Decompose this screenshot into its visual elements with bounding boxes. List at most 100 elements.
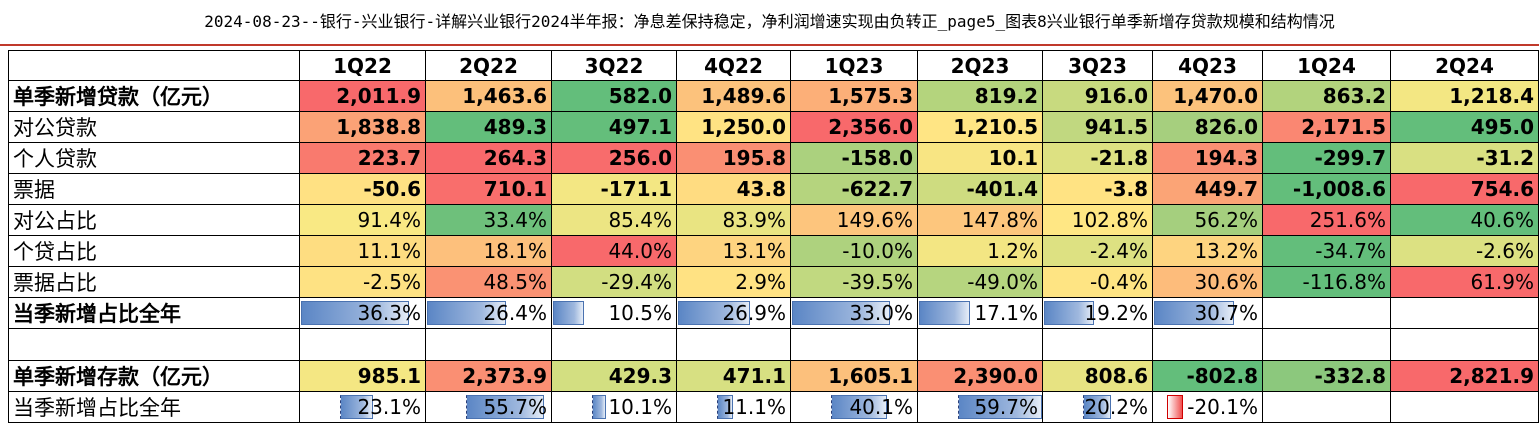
table-cell — [1390, 297, 1539, 329]
table-cell: 30.7% — [1152, 297, 1263, 329]
table-cell: 2,390.0 — [917, 360, 1043, 392]
table-cell: 33.4% — [425, 204, 552, 236]
table-cell — [676, 328, 791, 361]
table-cell: 30.6% — [1152, 266, 1263, 298]
table-cell: -171.1 — [551, 173, 677, 205]
table-cell — [1152, 328, 1263, 361]
table-cell: -3.8 — [1042, 173, 1153, 205]
table-row: 单季新增存款（亿元） 985.1 2,373.9 429.3 471.1 1,605.1 2… — [8, 360, 1539, 392]
header-cell-2q24: 2Q24 — [1390, 50, 1539, 81]
data-bar — [919, 301, 970, 325]
table-cell — [1390, 328, 1539, 361]
table-cell: -2.6% — [1390, 235, 1539, 267]
table-cell — [1262, 328, 1391, 361]
table-cell: 55.7% — [425, 391, 552, 423]
data-bar — [792, 301, 891, 325]
table-cell: 1,218.4 — [1390, 80, 1539, 112]
row-label: 单季新增贷款（亿元） — [8, 80, 300, 112]
table-cell: 10.1% — [551, 391, 677, 423]
row-label: 当季新增占比全年 — [8, 391, 300, 423]
data-bar — [553, 301, 584, 325]
table-cell: 102.8% — [1042, 204, 1153, 236]
page-title: 2024-08-23--银行-兴业银行-详解兴业银行2024半年报：净息差保持稳… — [204, 12, 1335, 31]
cell-value: 10.1% — [608, 395, 672, 419]
table-cell: 2,356.0 — [790, 111, 918, 143]
row-label: 对公贷款 — [8, 111, 300, 143]
data-bar — [301, 301, 409, 325]
table-cell: 11.1% — [676, 391, 791, 423]
cell-value: 11.1% — [722, 395, 786, 419]
table-cell: 819.2 — [917, 80, 1043, 112]
cell-value: 59.7% — [974, 395, 1038, 419]
table-cell: 17.1% — [917, 297, 1043, 329]
table-cell: 1,470.0 — [1152, 80, 1263, 112]
data-bar — [1044, 301, 1095, 325]
table-row: 对公占比 91.4% 33.4% 85.4% 83.9% 149.6% 147.8% 102.… — [8, 204, 1539, 236]
cell-value: 40.1% — [849, 395, 913, 419]
table-cell: 10.1 — [917, 142, 1043, 174]
table-cell: 10.5% — [551, 297, 677, 329]
table-cell: -49.0% — [917, 266, 1043, 298]
table-cell: 808.6 — [1042, 360, 1153, 392]
data-bar — [1154, 301, 1234, 325]
row-label: 票据占比 — [8, 266, 300, 298]
table-cell: 2.9% — [676, 266, 791, 298]
cell-value: 10.5% — [608, 301, 672, 325]
table-cell: 43.8 — [676, 173, 791, 205]
data-bar — [592, 395, 606, 419]
table-cell: 85.4% — [551, 204, 677, 236]
table-cell: 20.2% — [1042, 391, 1153, 423]
title-divider — [0, 44, 1539, 46]
table-row: 对公贷款 1,838.8 489.3 497.1 1,250.0 2,356.0 1,210… — [8, 111, 1539, 143]
table-cell: -20.1% — [1152, 391, 1263, 423]
header-row: 1Q22 2Q22 3Q22 4Q22 1Q23 2Q23 3Q23 4Q23 1Q24 2Q24 — [8, 50, 1539, 81]
table-cell: 223.7 — [299, 142, 426, 174]
cell-value: 26.4% — [483, 301, 547, 325]
table-row: 当季新增占比全年 23.1% 55.7% 10.1% 11.1% 40.1% 59.7% 20… — [8, 391, 1539, 423]
data-bar — [466, 395, 544, 419]
data-bar — [717, 395, 733, 419]
table-cell: 1,605.1 — [790, 360, 918, 392]
table-cell: 149.6% — [790, 204, 918, 236]
table-cell: 497.1 — [551, 111, 677, 143]
header-cell-2q22: 2Q22 — [425, 50, 552, 81]
data-bar — [678, 301, 751, 325]
data-bar — [958, 395, 1042, 419]
table-cell: -116.8% — [1262, 266, 1391, 298]
table-cell: -622.7 — [790, 173, 918, 205]
table-cell: 59.7% — [917, 391, 1043, 423]
table-cell: -158.0 — [790, 142, 918, 174]
table-cell: 56.2% — [1152, 204, 1263, 236]
data-bar — [1083, 395, 1111, 419]
table-cell: 23.1% — [299, 391, 426, 423]
table-cell: -29.4% — [551, 266, 677, 298]
table-cell: 26.9% — [676, 297, 791, 329]
cell-value: -20.1% — [1187, 395, 1258, 419]
table-cell: 471.1 — [676, 360, 791, 392]
table-cell: -299.7 — [1262, 142, 1391, 174]
table-cell: 2,373.9 — [425, 360, 552, 392]
table-cell: 1,210.5 — [917, 111, 1043, 143]
table-cell: 1,575.3 — [790, 80, 918, 112]
cell-value: 17.1% — [974, 301, 1038, 325]
table-cell: 13.2% — [1152, 235, 1263, 267]
header-cell-2q23: 2Q23 — [917, 50, 1043, 81]
table-cell: 1,838.8 — [299, 111, 426, 143]
cell-value: 20.2% — [1084, 395, 1148, 419]
row-label: 对公占比 — [8, 204, 300, 236]
loan-deposit-table: 1Q22 2Q22 3Q22 4Q22 1Q23 2Q23 3Q23 4Q23 1Q24 2Q24… — [8, 50, 1539, 423]
table-cell — [425, 328, 552, 361]
table-cell: 147.8% — [917, 204, 1043, 236]
table-cell: 449.7 — [1152, 173, 1263, 205]
table-cell: 489.3 — [425, 111, 552, 143]
table-cell: 40.6% — [1390, 204, 1539, 236]
table-cell: 1,250.0 — [676, 111, 791, 143]
table-cell: 916.0 — [1042, 80, 1153, 112]
header-cell-3q22: 3Q22 — [551, 50, 677, 81]
data-bar — [340, 395, 373, 419]
table-cell — [1390, 391, 1539, 423]
table-cell: 33.0% — [790, 297, 918, 329]
table-cell — [299, 328, 426, 361]
table-cell: 36.3% — [299, 297, 426, 329]
table-row: 个人贷款 223.7 264.3 256.0 195.8 -158.0 10.1 -21.8 1… — [8, 142, 1539, 174]
